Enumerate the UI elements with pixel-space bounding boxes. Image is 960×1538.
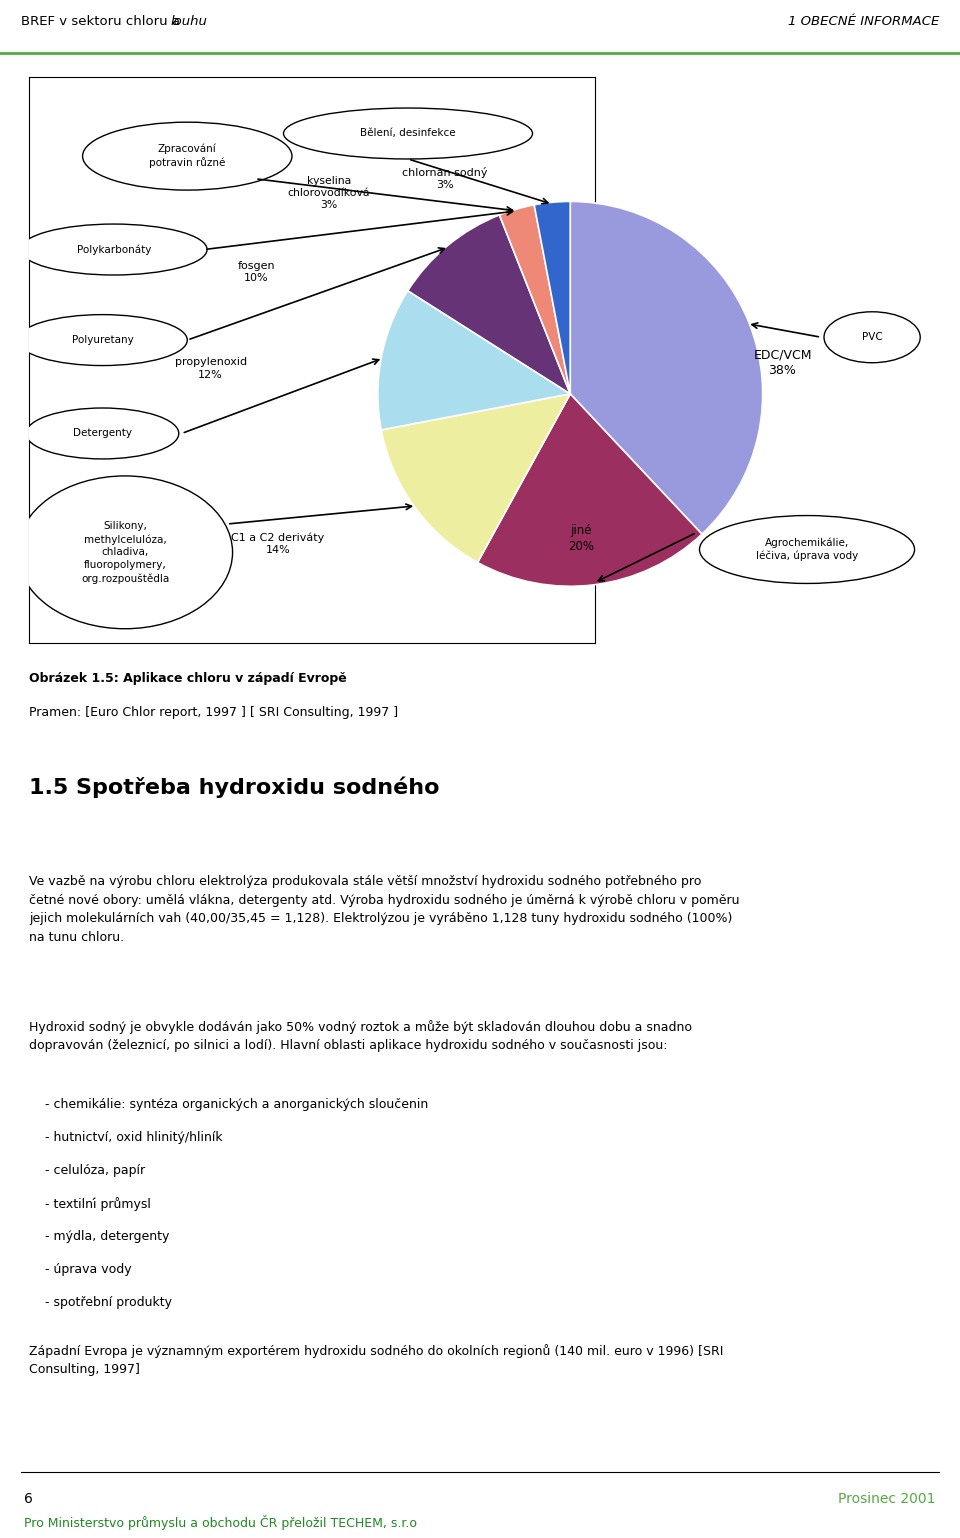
- Wedge shape: [499, 205, 570, 394]
- Text: - hutnictví, oxid hlinitý/hliník: - hutnictví, oxid hlinitý/hliník: [45, 1130, 223, 1144]
- Text: louhu: louhu: [171, 14, 207, 28]
- Text: kyselina
chlorovodíková
3%: kyselina chlorovodíková 3%: [288, 175, 370, 211]
- Ellipse shape: [17, 475, 232, 629]
- Text: PVC: PVC: [862, 332, 882, 343]
- Ellipse shape: [83, 122, 292, 191]
- Ellipse shape: [26, 408, 179, 458]
- Text: Pramen: [Euro Chlor report, 1997 ] [ SRI Consulting, 1997 ]: Pramen: [Euro Chlor report, 1997 ] [ SRI…: [29, 706, 398, 720]
- Wedge shape: [534, 201, 570, 394]
- Text: Hydroxid sodný je obvykle dodáván jako 50% vodný roztok a může být skladován dlo: Hydroxid sodný je obvykle dodáván jako 5…: [29, 1020, 692, 1052]
- Ellipse shape: [17, 315, 187, 366]
- Text: - úprava vody: - úprava vody: [45, 1263, 132, 1275]
- Text: - textilní průmysl: - textilní průmysl: [45, 1197, 151, 1210]
- Text: Silikony,
methylcelulóza,
chladiva,
fluoropolymery,
org.rozpouštědla: Silikony, methylcelulóza, chladiva, fluo…: [81, 521, 169, 583]
- Wedge shape: [381, 394, 570, 563]
- Text: Obrázek 1.5: Aplikace chloru v západí Evropě: Obrázek 1.5: Aplikace chloru v západí Ev…: [29, 672, 347, 684]
- Text: - celulóza, papír: - celulóza, papír: [45, 1164, 145, 1177]
- Text: Západní Evropa je významným exportérem hydroxidu sodného do okolních regionů (14: Západní Evropa je významným exportérem h…: [29, 1344, 723, 1377]
- Text: propylenoxid
12%: propylenoxid 12%: [175, 357, 247, 380]
- Text: chlornan sodný
3%: chlornan sodný 3%: [402, 168, 488, 191]
- Text: Agrochemikálie,
léčiva, úprava vody: Agrochemikálie, léčiva, úprava vody: [756, 537, 858, 561]
- Wedge shape: [408, 215, 570, 394]
- Text: C1 a C2 deriváty
14%: C1 a C2 deriváty 14%: [231, 532, 324, 555]
- Text: 1 OBECNÉ INFORMACE: 1 OBECNÉ INFORMACE: [787, 14, 939, 28]
- Wedge shape: [477, 394, 702, 586]
- Text: Bělení, desinfekce: Bělení, desinfekce: [360, 129, 456, 138]
- Text: EDC/VCM
38%: EDC/VCM 38%: [754, 348, 812, 377]
- Text: jiné
20%: jiné 20%: [567, 523, 593, 552]
- Ellipse shape: [824, 312, 921, 363]
- Text: Zpracování
potravin různé: Zpracování potravin různé: [149, 145, 226, 168]
- Text: Ve vazbě na výrobu chloru elektrolýza produkovala stále větší množství hydroxidu: Ve vazbě na výrobu chloru elektrolýza pr…: [29, 875, 739, 944]
- Text: Polykarbonáty: Polykarbonáty: [77, 245, 151, 255]
- Text: Polyuretany: Polyuretany: [71, 335, 133, 345]
- Text: Pro Ministerstvo průmyslu a obchodu ČR přeložil TECHEM, s.r.o: Pro Ministerstvo průmyslu a obchodu ČR p…: [24, 1515, 417, 1530]
- Text: Prosinec 2001: Prosinec 2001: [838, 1492, 936, 1506]
- Text: - chemikálie: syntéza organických a anorganických sloučenin: - chemikálie: syntéza organických a anor…: [45, 1098, 428, 1110]
- Wedge shape: [570, 201, 762, 534]
- Wedge shape: [378, 291, 570, 431]
- Ellipse shape: [700, 515, 915, 583]
- Text: fosgen
10%: fosgen 10%: [237, 261, 275, 283]
- Ellipse shape: [20, 225, 207, 275]
- Text: 1.5 Spotřeba hydroxidu sodného: 1.5 Spotřeba hydroxidu sodného: [29, 777, 440, 798]
- Text: Detergenty: Detergenty: [73, 429, 132, 438]
- Text: 6: 6: [24, 1492, 33, 1506]
- Ellipse shape: [283, 108, 533, 158]
- Text: - spotřební produkty: - spotřební produkty: [45, 1295, 172, 1309]
- Text: BREF v sektoru chloru a: BREF v sektoru chloru a: [21, 14, 184, 28]
- Text: - mýdla, detergenty: - mýdla, detergenty: [45, 1230, 169, 1243]
